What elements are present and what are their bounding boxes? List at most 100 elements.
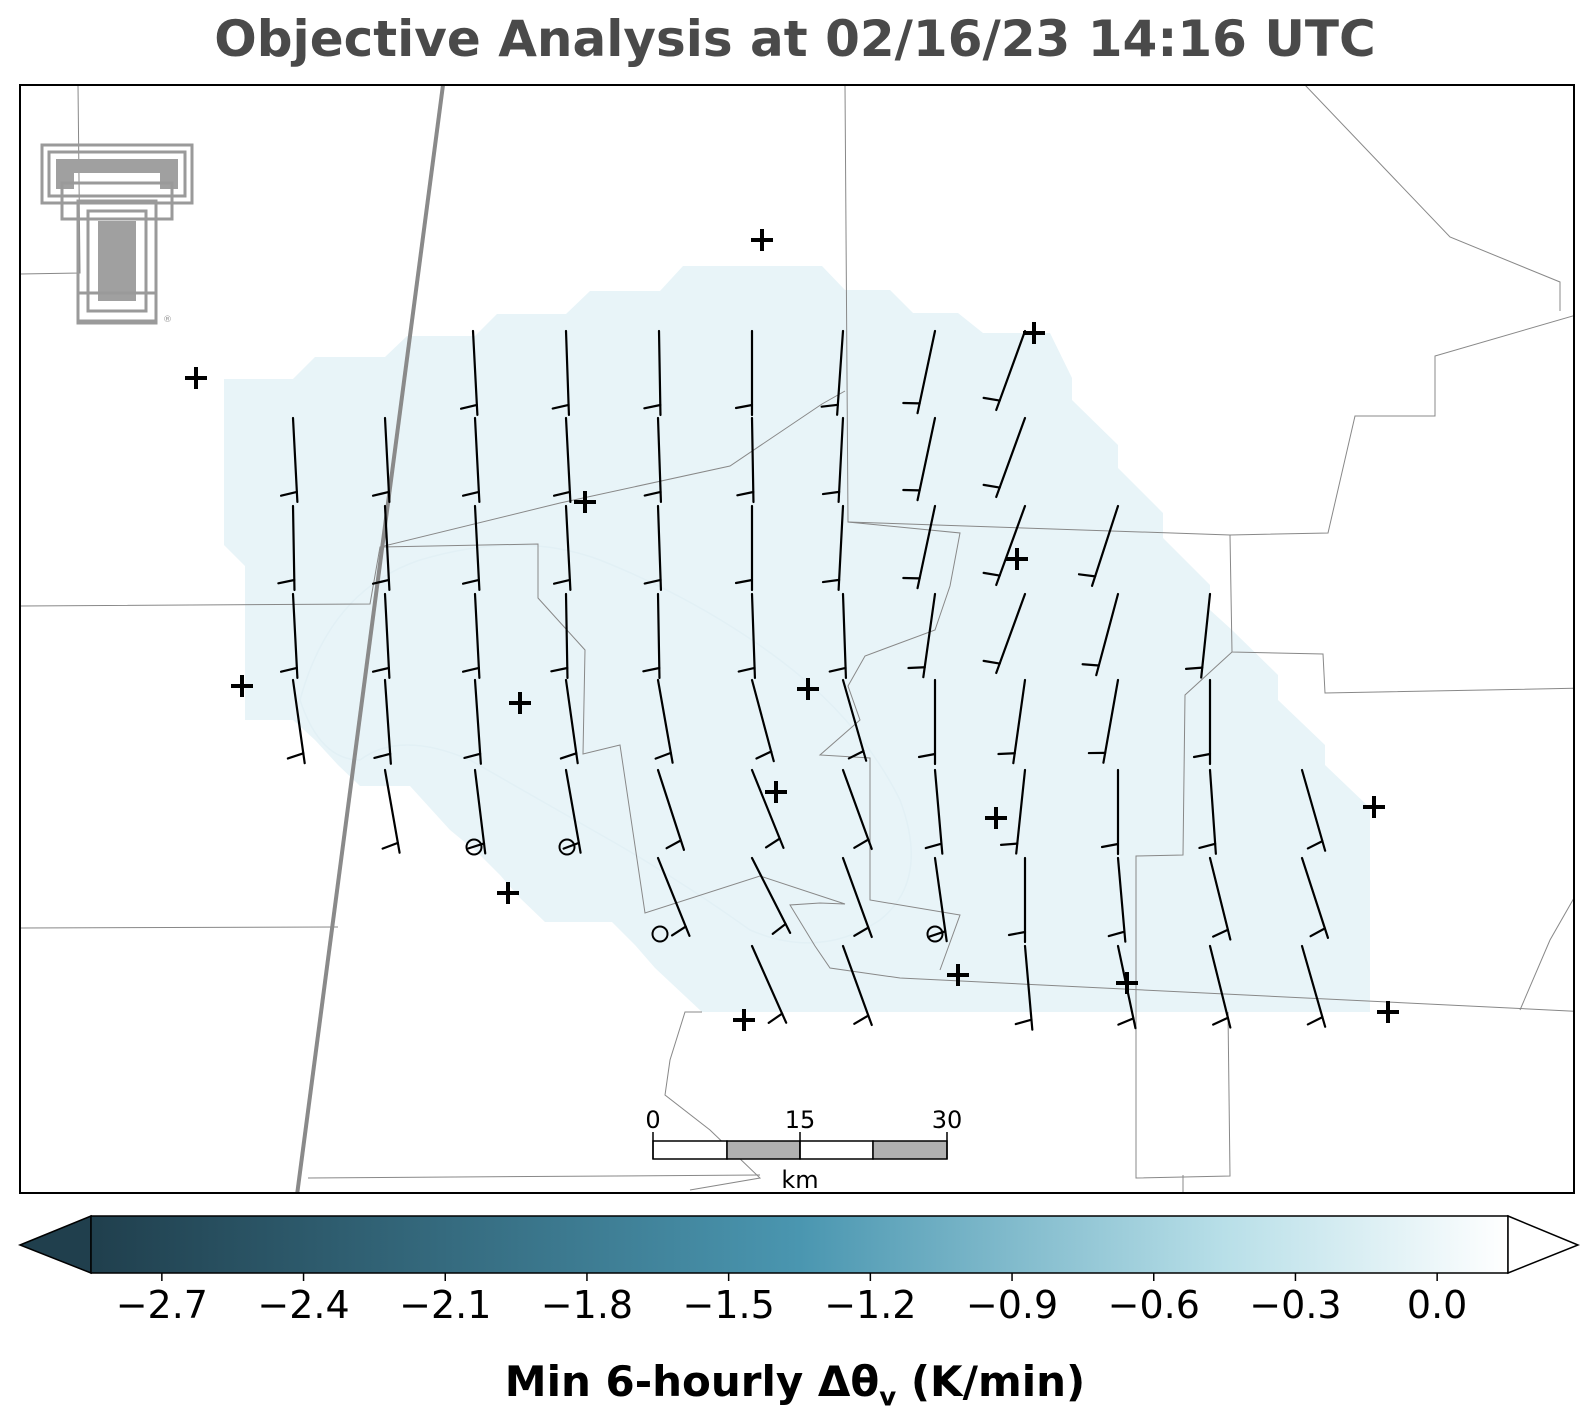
wind-barb (656, 856, 691, 937)
station-markers (185, 229, 1399, 1031)
colorbar-body (90, 1215, 1509, 1274)
wind-barb (820, 329, 845, 416)
wind-barb (654, 678, 674, 764)
station-plus-marker (231, 675, 253, 697)
wind-barb (734, 329, 754, 417)
colorbar-tick-label: −2.4 (257, 1283, 350, 1327)
colorbar-tick-label: −0.9 (965, 1283, 1059, 1327)
station-plus-marker (765, 781, 787, 803)
wind-barbs (277, 329, 1330, 1031)
wind-barb (917, 678, 937, 766)
analysis-inner-contour (299, 544, 912, 944)
analysis-region (224, 266, 1370, 1012)
texas-tech-logo (40, 143, 194, 325)
station-plus-marker (1006, 548, 1028, 570)
wind-barb (1014, 944, 1034, 1031)
scale-label-15: 15 (785, 1106, 816, 1134)
station-plus-marker (185, 367, 207, 389)
wind-barb (381, 768, 401, 854)
colorbar-tick-label: −1.8 (540, 1283, 634, 1327)
station-plus-marker (497, 882, 519, 904)
wind-barb (750, 856, 792, 935)
wind-barb (907, 592, 937, 679)
colorbar-title-sub: v (879, 1382, 897, 1413)
wind-barb (562, 768, 582, 854)
wind-barb (459, 329, 479, 416)
station-calm-marker (465, 838, 483, 856)
wind-barb (997, 678, 1027, 765)
station-plus-marker (1363, 796, 1385, 818)
wind-barb (750, 768, 785, 849)
colorbar (17, 1214, 1580, 1281)
wind-barb (982, 592, 1027, 675)
wind-barb (552, 504, 572, 591)
wind-barb (821, 504, 845, 591)
wind-barb (982, 329, 1027, 412)
wind-barb (552, 416, 572, 503)
colorbar-tick-label: −2.1 (399, 1283, 492, 1327)
wind-barb (734, 504, 754, 592)
wind-barb (902, 504, 937, 590)
wind-barb (1007, 856, 1027, 944)
wind-barb (1208, 856, 1232, 941)
state-boundary (295, 85, 445, 1193)
wind-barb (461, 592, 481, 679)
colorbar-title: Min 6-hourly Δθv (K/min) (0, 1357, 1590, 1412)
map-title: Objective Analysis at 02/16/23 14:16 UTC (214, 10, 1376, 68)
wind-barb (902, 416, 937, 502)
wind-barb (736, 416, 755, 504)
wind-barb (1192, 678, 1212, 766)
colorbar-extend-high (1507, 1214, 1580, 1275)
map-frame (19, 84, 1575, 1194)
wind-barb (841, 768, 873, 851)
wind-barb (1208, 944, 1232, 1029)
station-calm-marker (651, 925, 669, 943)
wind-barb (902, 329, 937, 415)
wind-barb (373, 678, 392, 765)
wind-barb (463, 678, 482, 765)
wind-barb (277, 504, 296, 592)
wind-barb (1300, 944, 1327, 1028)
colorbar-extend-low (17, 1214, 92, 1275)
station-calm-marker (558, 838, 576, 856)
wind-barb (643, 416, 663, 504)
wind-barb (1300, 768, 1327, 852)
wind-barb (1300, 856, 1330, 939)
colorbar-tick-label: 0.0 (1406, 1283, 1468, 1327)
county-boundaries (20, 85, 1574, 1193)
wind-barb (999, 768, 1027, 855)
wind-barb (1100, 768, 1120, 856)
wind-barb (982, 504, 1027, 587)
station-plus-marker (1116, 972, 1138, 994)
station-plus-marker (985, 807, 1007, 829)
station-plus-marker (1377, 1001, 1399, 1023)
wind-barb (371, 504, 391, 591)
station-plus-marker (797, 678, 819, 700)
wind-barb (643, 504, 663, 592)
colorbar-tick-label: −2.7 (115, 1283, 208, 1327)
registered-mark: ® (163, 315, 172, 325)
station-plus-marker (733, 1009, 755, 1031)
scale-units: km (781, 1166, 818, 1194)
wind-barb (461, 416, 481, 503)
wind-barb (642, 592, 661, 680)
wind-barb (982, 416, 1027, 499)
wind-barb (643, 329, 662, 417)
wind-barb (737, 592, 757, 680)
wind-barb (841, 856, 873, 939)
wind-barb (821, 416, 845, 503)
station-plus-marker (509, 692, 531, 714)
wind-barb (1184, 592, 1212, 679)
wind-barb (750, 678, 775, 763)
wind-barb (286, 678, 306, 765)
wind-barb (371, 416, 391, 503)
scale-label-30: 30 (932, 1106, 963, 1134)
wind-barb (828, 592, 848, 680)
wind-barb (461, 504, 481, 591)
station-plus-marker (574, 491, 596, 513)
wind-barb (656, 768, 686, 851)
colorbar-tick-label: −1.2 (824, 1283, 917, 1327)
wind-barb (559, 678, 579, 765)
wind-barb (551, 329, 571, 417)
